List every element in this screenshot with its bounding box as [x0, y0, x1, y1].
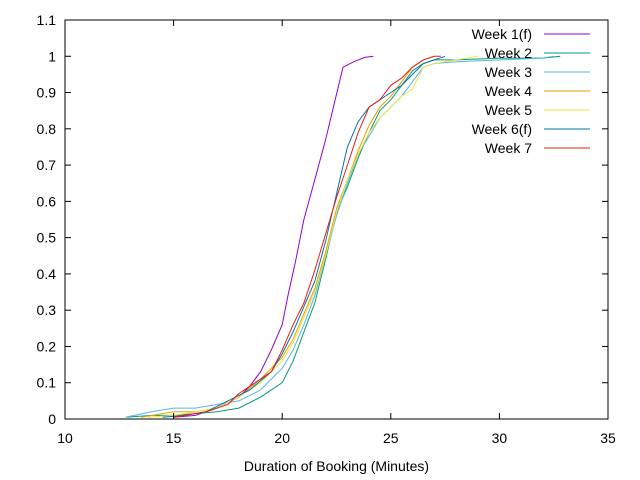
- y-axis: 0 0.1 0.2 0.3 0.4 0.5 0.6 0.7 0.8 0.9 1 1.1: [37, 12, 608, 427]
- legend-label: Week 4: [485, 83, 532, 99]
- series-line-7: [173, 55, 441, 418]
- legend: Week 1(f) Week 2 Week 3 Week 4 Week 5 Week 6(…: [472, 26, 590, 156]
- y-tick-label: 0.4: [37, 266, 57, 282]
- legend-label: Week 1(f): [472, 26, 532, 42]
- series-line-6: [162, 55, 446, 418]
- y-tick-label: 0.5: [37, 230, 57, 246]
- y-tick-label: 0: [48, 411, 56, 427]
- series-line-1: [173, 55, 374, 418]
- series-line-5: [147, 55, 478, 418]
- plot-frame: [64, 19, 609, 420]
- legend-entry: Week 7: [485, 140, 590, 156]
- y-tick-label: 0.3: [37, 302, 57, 318]
- legend-label: Week 7: [485, 140, 532, 156]
- x-tick-label: 10: [57, 430, 73, 446]
- legend-label: Week 3: [485, 64, 532, 80]
- legend-label: Week 5: [485, 102, 532, 118]
- y-tick-label: 0.2: [37, 338, 57, 354]
- y-tick-label: 1: [48, 48, 56, 64]
- y-tick-label: 0.9: [37, 85, 57, 101]
- y-tick-label: 0.8: [37, 121, 57, 137]
- legend-entry: Week 1(f): [472, 26, 590, 42]
- legend-entry: Week 4: [485, 83, 590, 99]
- legend-entry: Week 5: [485, 102, 590, 118]
- x-axis: 10 15 20 25 30 35: [57, 20, 616, 446]
- legend-entry: Week 2: [485, 45, 590, 61]
- legend-label: Week 2: [485, 45, 532, 61]
- x-tick-label: 35: [600, 430, 616, 446]
- x-tick-label: 25: [383, 430, 399, 446]
- x-tick-label: 30: [492, 430, 508, 446]
- legend-label: Week 6(f): [472, 121, 532, 137]
- legend-entry: Week 3: [485, 64, 590, 80]
- x-tick-label: 15: [166, 430, 182, 446]
- plot-lines: [125, 55, 561, 418]
- x-tick-label: 20: [274, 430, 290, 446]
- series-line-4: [140, 55, 435, 418]
- y-tick-label: 1.1: [37, 12, 57, 28]
- y-tick-label: 0.1: [37, 375, 57, 391]
- legend-entry: Week 6(f): [472, 121, 590, 137]
- y-tick-label: 0.6: [37, 193, 57, 209]
- x-axis-title: Duration of Booking (Minutes): [244, 458, 429, 474]
- y-tick-label: 0.7: [37, 157, 57, 173]
